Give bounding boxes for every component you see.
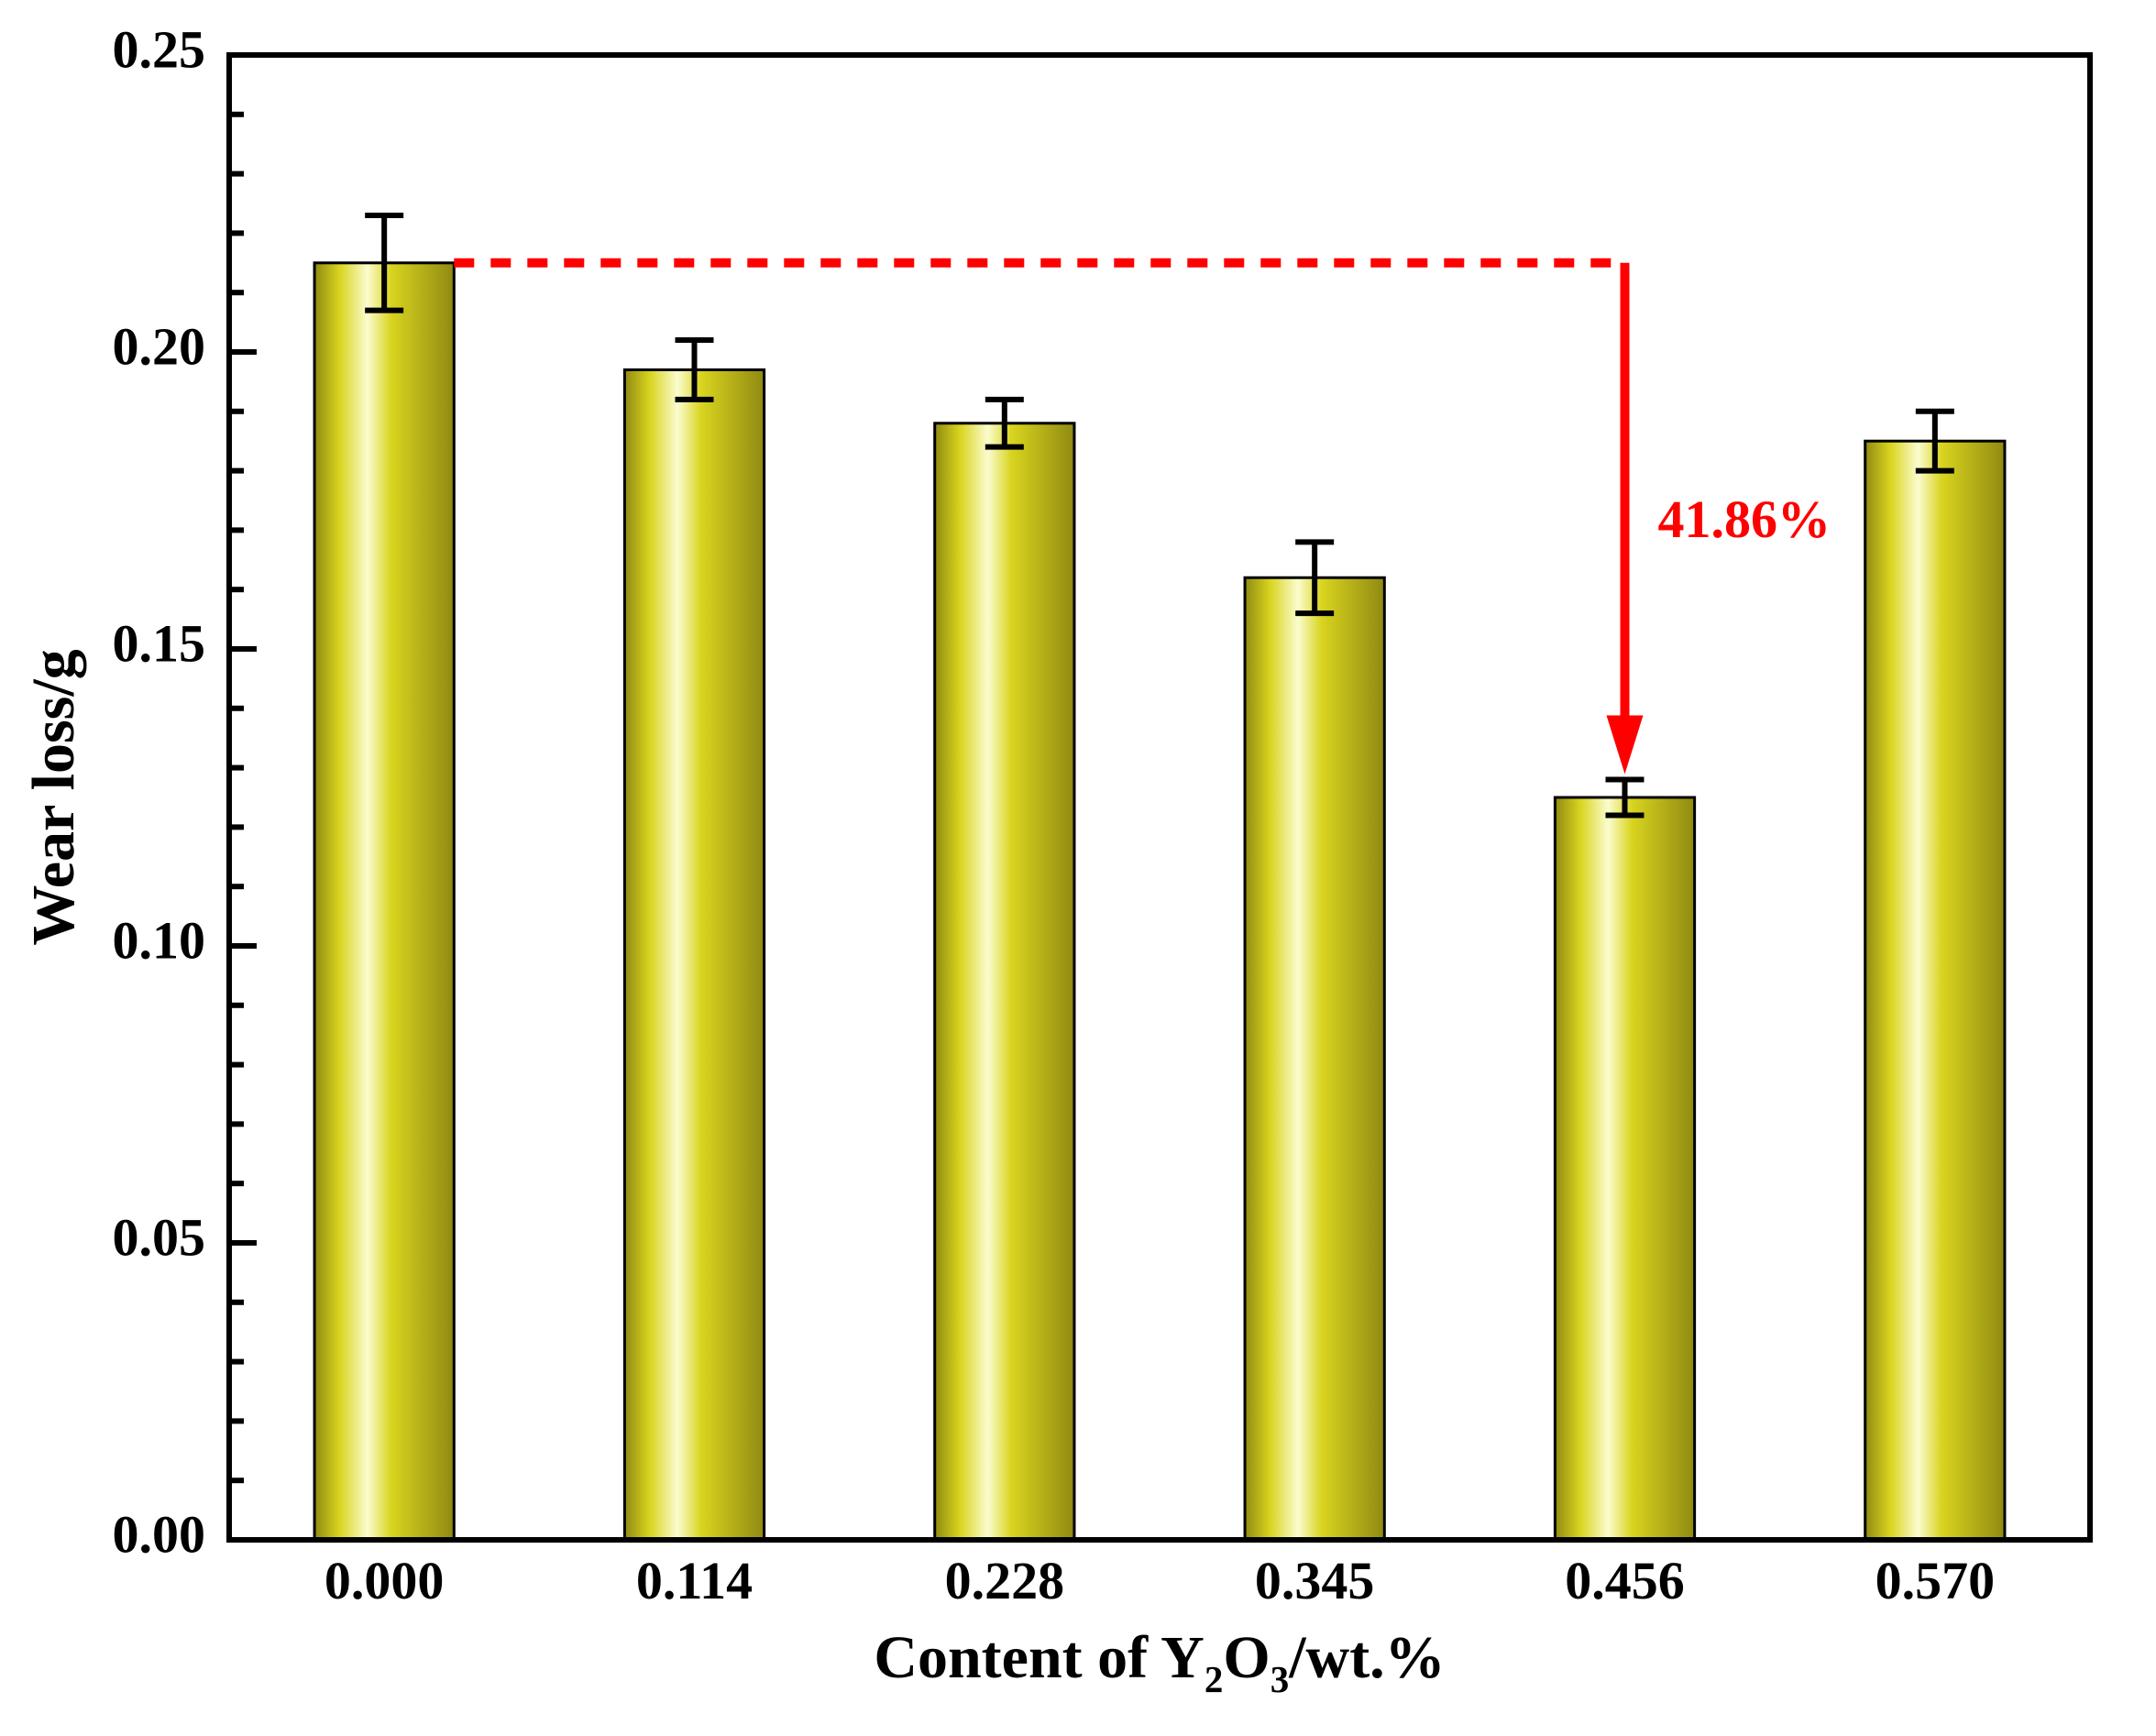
x-tick-label: 0.228 <box>945 1551 1065 1610</box>
bar <box>314 263 454 1540</box>
y-tick-label: 0.20 <box>113 316 206 376</box>
wear-loss-bar-chart: 0.00 0.05 0.10 0.15 0.20 0.25 0.000 0.114 0.228 0… <box>0 0 2156 1736</box>
y-tick-label: 0.25 <box>113 19 206 79</box>
chart-svg: 0.00 0.05 0.10 0.15 0.20 0.25 0.000 0.114 0.228 0… <box>0 0 2156 1736</box>
x-axis-title: Content of Y2O3/wt.% <box>874 1624 1445 1700</box>
y-axis-title: Wear loss/g <box>20 649 87 945</box>
x-tick-label: 0.114 <box>636 1551 753 1610</box>
x-tick-label: 0.570 <box>1876 1551 1996 1610</box>
y-tick-label: 0.10 <box>113 910 206 970</box>
bar <box>624 369 764 1540</box>
y-tick-label: 0.05 <box>113 1207 206 1267</box>
x-tick-label: 0.000 <box>324 1551 445 1610</box>
reduction-percent-label: 41.86% <box>1658 489 1832 549</box>
y-tick-label: 0.00 <box>113 1504 206 1564</box>
bar <box>1865 441 2005 1540</box>
bar <box>1555 797 1694 1540</box>
bar <box>935 423 1074 1540</box>
bar <box>1245 577 1384 1540</box>
y-tick-label: 0.15 <box>113 613 206 673</box>
x-tick-label: 0.456 <box>1565 1551 1685 1610</box>
x-tick-label: 0.345 <box>1255 1551 1375 1610</box>
